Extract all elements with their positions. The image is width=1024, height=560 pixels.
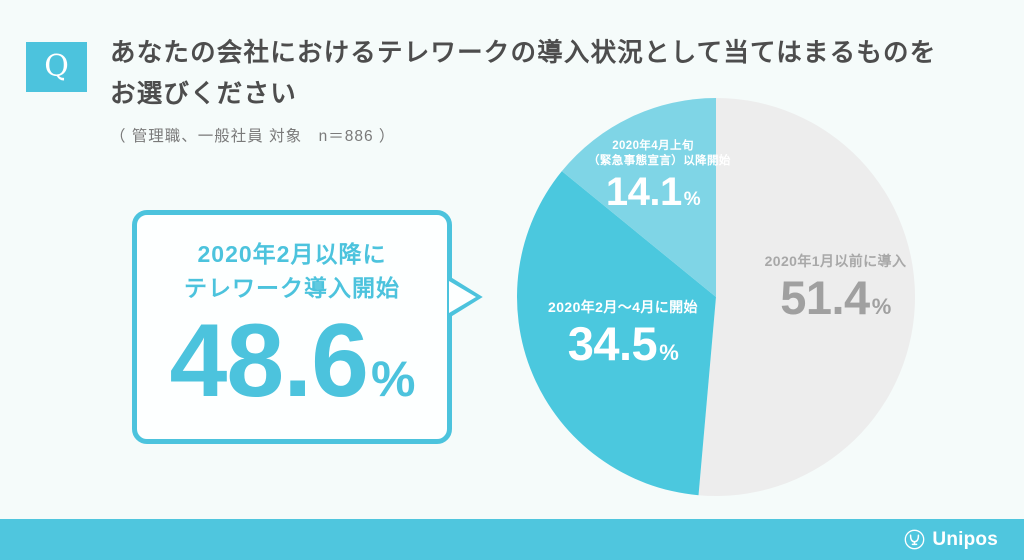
pie-slice-gray: [698, 98, 916, 497]
pie-label-slice-2-line-1: 2020年4月上旬: [612, 140, 694, 152]
pie-label-slice-2-line-2: （緊急事態宣言）以降開始: [588, 155, 731, 167]
pie-label-slice-1-number: 51.4: [780, 271, 870, 324]
question-badge-letter: Q: [44, 49, 69, 84]
footer-bar: Unipos: [0, 519, 1024, 560]
brand-logo: Unipos: [904, 529, 998, 551]
pie-label-slice-2-value: 14.1 %: [588, 169, 718, 215]
pie-label-slice-3-unit: %: [659, 340, 679, 365]
question-badge: Q: [26, 42, 87, 92]
pie-label-slice-3: 2020年2月～4月に開始 34.5 %: [533, 298, 713, 371]
highlight-callout-value: 48.6 %: [169, 303, 416, 419]
pie-label-slice-1-unit: %: [871, 294, 892, 319]
highlight-callout-label-line-2: テレワーク導入開始: [184, 275, 400, 301]
pie-label-slice-1-value: 51.4 %: [748, 271, 923, 325]
highlight-callout: 2020年2月以降に テレワーク導入開始 48.6 %: [132, 210, 452, 444]
pie-label-slice-1-line-1: 2020年1月以前に導入: [764, 253, 907, 269]
highlight-callout-content: 2020年2月以降に テレワーク導入開始 48.6 %: [137, 215, 447, 439]
page-title-line-1: あなたの会社におけるテレワークの導入状況として当てはまるものを: [110, 39, 937, 67]
pie-label-slice-2-unit: %: [683, 189, 701, 210]
unipos-circle-icon: [905, 529, 925, 550]
highlight-callout-unit: %: [370, 351, 415, 407]
callout-arrow-icon: [448, 257, 483, 337]
page-title-line-2: お選びください: [110, 80, 297, 108]
page-title: あなたの会社におけるテレワークの導入状況として当てはまるものを お選びください: [110, 33, 940, 115]
pie-slice-cyan-light: [561, 98, 716, 297]
pie-label-slice-3-value: 34.5 %: [533, 317, 713, 371]
pie-label-slice-2-number: 14.1: [605, 170, 682, 214]
pie-label-slice-1: 2020年1月以前に導入 51.4 %: [748, 252, 923, 325]
pie-chart: [505, 86, 930, 511]
highlight-callout-label: 2020年2月以降に テレワーク導入開始: [184, 237, 400, 305]
highlight-callout-label-line-1: 2020年2月以降に: [197, 241, 387, 267]
pie-label-slice-2: 2020年4月上旬 （緊急事態宣言）以降開始 14.1 %: [588, 139, 731, 215]
pie-chart-svg: [516, 98, 916, 497]
pie-label-slice-3-line-1: 2020年2月～4月に開始: [548, 299, 698, 315]
pie-label-slice-3-number: 34.5: [567, 317, 658, 370]
brand-name: Unipos: [932, 528, 998, 550]
pie-slice-cyan-mid: [516, 171, 716, 496]
highlight-callout-number: 48.6: [169, 303, 369, 419]
survey-sample-note: （ 管理職、一般社員 対象 n＝886 ）: [110, 128, 396, 145]
